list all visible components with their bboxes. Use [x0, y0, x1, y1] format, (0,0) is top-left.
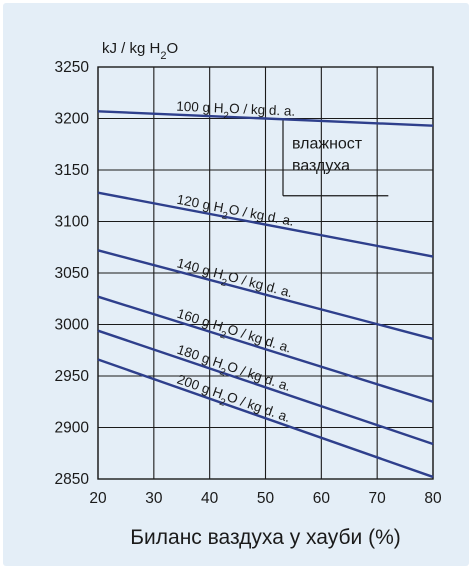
series-line: [97, 295, 434, 403]
x-tick-label: 20: [89, 490, 107, 507]
plot-border: [97, 66, 434, 480]
y-tick-label: 3000: [55, 317, 90, 334]
y-tick-label: 3100: [55, 214, 90, 231]
legend: влажност ваздуха: [282, 120, 389, 197]
x-axis-label: Биланс ваздуха у хауби (%): [130, 526, 400, 549]
series-line: [97, 249, 434, 341]
y-tick-label: 3200: [55, 111, 90, 128]
y-tick-label: 3250: [55, 59, 90, 76]
x-tick-label: 60: [313, 490, 331, 507]
chart-panel: 100 g H2O / kg d. a. 120 g H2O / kg d. a.…: [3, 3, 469, 566]
y-tick-label: 2900: [55, 420, 90, 437]
y-axis-unit-label: kJ / kg H2O: [102, 40, 178, 62]
x-tick-label: 50: [257, 490, 275, 507]
x-tick-label: 30: [145, 490, 163, 507]
legend-label: ваздуха: [292, 157, 350, 174]
series-line: [97, 110, 434, 127]
x-tick-label: 80: [424, 490, 442, 507]
series-line: [97, 191, 434, 258]
grid: [97, 66, 434, 480]
y-tick-label: 2950: [55, 368, 90, 385]
series-line: [97, 358, 434, 479]
series-line: [97, 329, 434, 446]
x-tick-label: 40: [201, 490, 219, 507]
y-tick-label: 3150: [55, 162, 90, 179]
x-tick-label: 70: [369, 490, 387, 507]
legend-label: влажност: [292, 135, 363, 152]
y-tick-label: 3050: [55, 265, 90, 282]
chart: 100 g H2O / kg d. a.120 g H2O / kg d. a.…: [55, 40, 442, 549]
y-tick-label: 2850: [55, 471, 90, 488]
series-label: 100 g H2O / kg d. a.: [176, 99, 296, 125]
